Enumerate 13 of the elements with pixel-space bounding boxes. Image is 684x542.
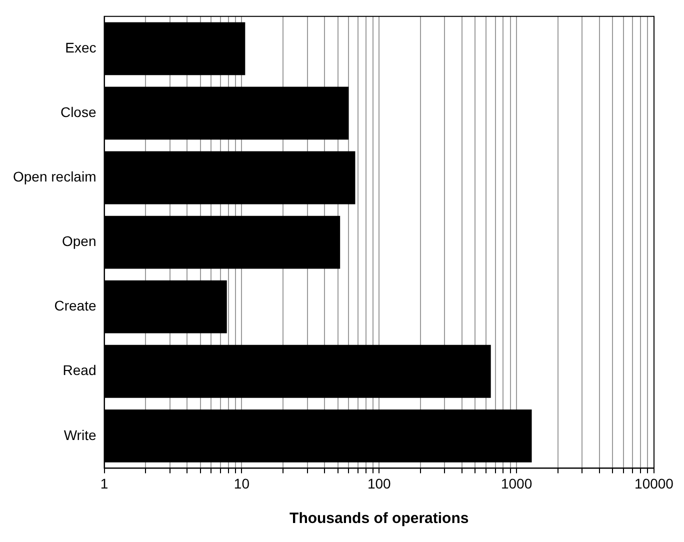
x-tick-label: 10000	[634, 475, 674, 492]
x-tick-label: 1	[100, 475, 108, 492]
y-tick-label: Read	[62, 362, 96, 378]
x-tick-label: 1000	[500, 475, 532, 492]
y-tick-label: Close	[60, 104, 96, 120]
y-tick-label: Open	[62, 233, 96, 250]
y-tick-label: Write	[64, 426, 96, 443]
x-axis-title: Thousands of operations	[290, 510, 469, 528]
x-tick-label: 100	[367, 475, 392, 492]
y-tick-label: Exec	[65, 40, 96, 56]
x-tick-label: 10	[234, 475, 250, 492]
y-tick-label: Open reclaim	[12, 168, 96, 185]
y-tick-label: Create	[54, 298, 96, 314]
